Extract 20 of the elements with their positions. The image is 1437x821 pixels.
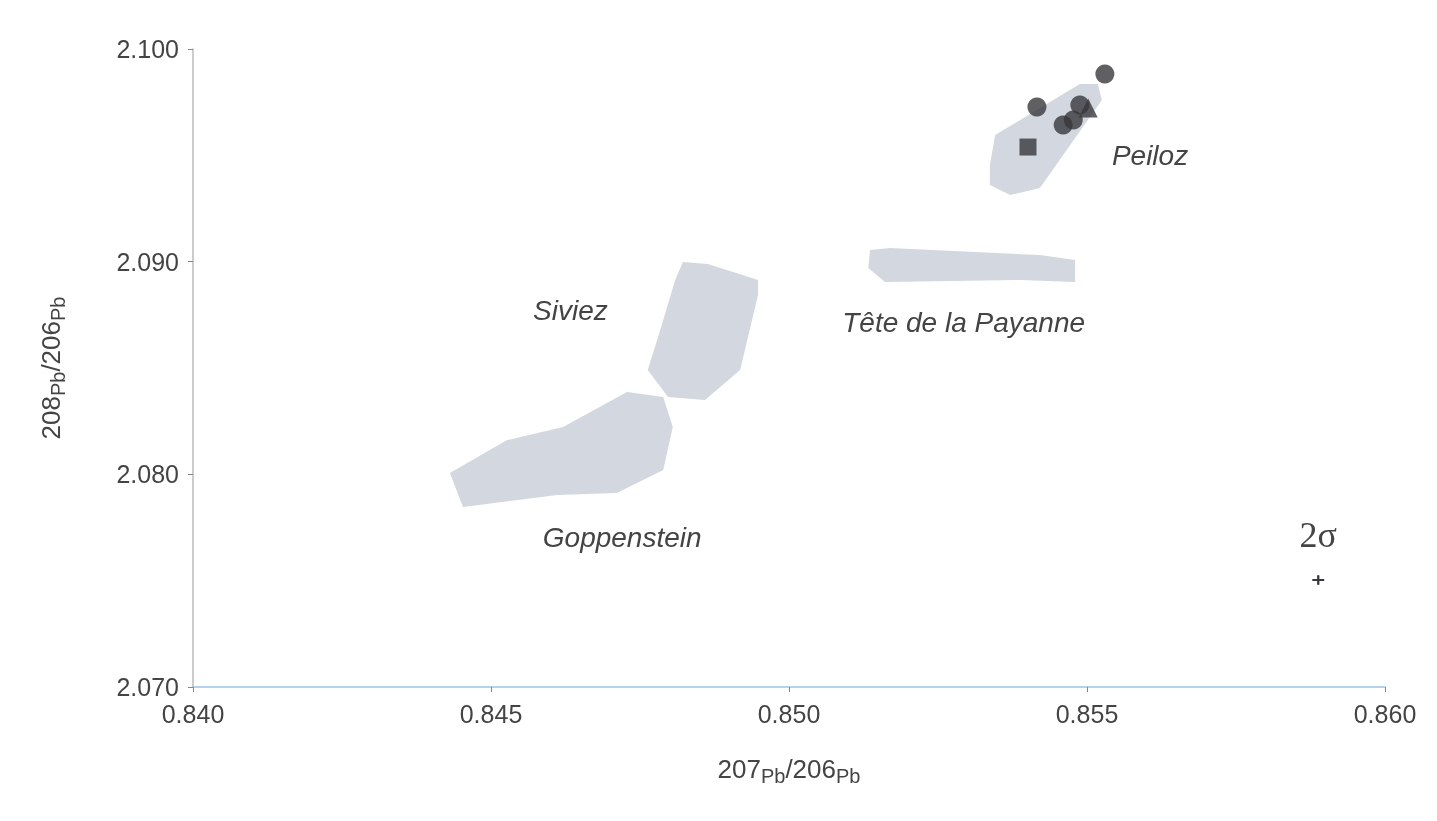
y-axis-title: 208Pb/206Pb — [36, 296, 69, 440]
series-label: 2σ — [1299, 515, 1337, 556]
point — [1078, 98, 1098, 118]
x-tick-label: 0.845 — [459, 699, 523, 728]
series-label: Tête de la Payanne — [842, 306, 1086, 338]
x-tick-label: 0.855 — [1055, 699, 1119, 728]
y-tick-label: 2.070 — [116, 673, 179, 701]
x-tick-label: 0.840 — [161, 699, 225, 728]
x-tick-label: 0.860 — [1353, 699, 1417, 728]
point — [1019, 138, 1037, 156]
y-tick-label: 2.080 — [116, 460, 179, 489]
point — [1095, 64, 1115, 84]
y-tick-label: 2.100 — [116, 35, 179, 63]
series-label: Goppenstein — [542, 521, 702, 553]
point — [1027, 97, 1047, 117]
y-tick-label: 2.090 — [116, 247, 179, 276]
point — [1063, 110, 1083, 130]
series-label: Peiloz — [1111, 139, 1189, 171]
series-label: Siviez — [533, 294, 608, 326]
x-tick-label: 0.850 — [757, 699, 821, 728]
